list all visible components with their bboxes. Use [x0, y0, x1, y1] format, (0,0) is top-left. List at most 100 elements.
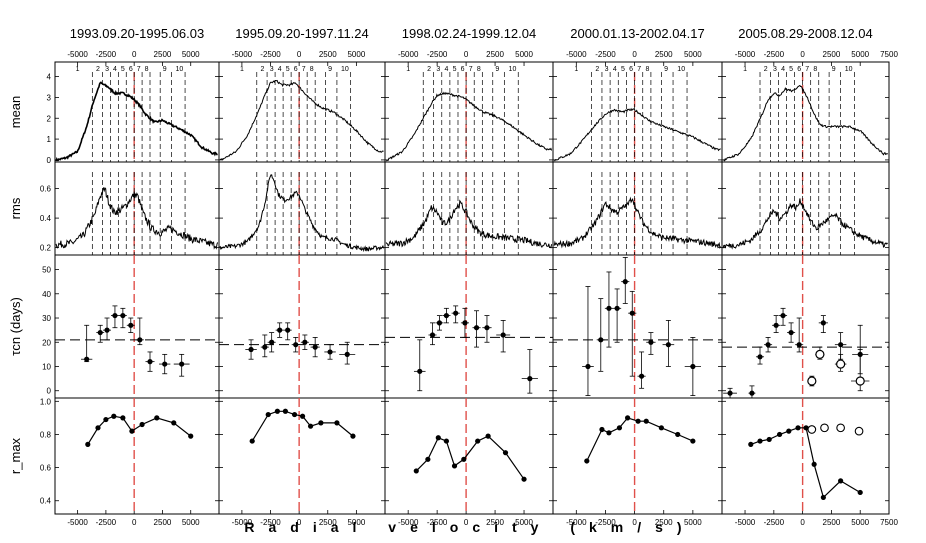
y-tick-label: 20 [42, 338, 51, 347]
panel-title-3: 1998.02.24-1999.12.04 [402, 26, 536, 41]
panel-5-tau [721, 254, 890, 399]
tau-point [417, 368, 423, 374]
top-tick-label: 5000 [182, 50, 200, 59]
tau-point [838, 342, 844, 348]
tau-point [749, 390, 755, 396]
rmax-point [820, 494, 826, 501]
panel-frame [384, 254, 554, 399]
bottom-tick-label: -5000 [398, 518, 419, 527]
tau-open-point [836, 359, 846, 369]
segment-label-3: 3 [436, 66, 440, 73]
rmax-point [435, 435, 441, 441]
rmax-point [616, 425, 623, 431]
segment-label-9: 9 [664, 66, 668, 73]
segment-label-8: 8 [477, 66, 481, 73]
tau-point [429, 332, 436, 338]
tau-point [147, 359, 153, 365]
tau-point [638, 373, 645, 379]
bottom-tick-label: 2500 [486, 518, 504, 527]
tau-point [248, 346, 254, 353]
tau-point [120, 312, 126, 319]
rmax-point [838, 478, 844, 484]
panel-3-tau [384, 254, 554, 399]
rmax-point [599, 426, 605, 433]
panel-2-rmax [218, 397, 386, 515]
segment-label-5: 5 [121, 66, 125, 73]
rmax-point [188, 433, 194, 439]
bottom-tick-label: 5000 [515, 518, 533, 527]
top-tick-label: 2500 [823, 50, 841, 59]
y-label-rmax: r_max [8, 437, 23, 474]
tau-point [527, 376, 533, 382]
panel-frame [54, 397, 220, 515]
rmax-point [776, 431, 783, 438]
panel-frame [54, 254, 220, 399]
bottom-tick-label: -5000 [67, 518, 88, 527]
y-tick-label: 10 [42, 362, 51, 371]
segment-label-9: 9 [163, 66, 167, 73]
mean-spectrum-line [219, 79, 384, 161]
rmax-point [291, 411, 298, 418]
tau-point [302, 339, 308, 345]
rmax-line [415, 435, 525, 480]
tau-point [585, 363, 591, 370]
top-tick-label: 7500 [880, 50, 898, 59]
segment-label-1: 1 [76, 66, 80, 73]
tau-point [690, 363, 696, 370]
top-tick-label: -5000 [67, 50, 88, 59]
panel-frame [218, 61, 386, 163]
segment-label-10: 10 [176, 66, 184, 73]
top-tick-label: -5000 [566, 50, 587, 59]
bottom-tick-label: -2500 [260, 518, 281, 527]
rms-spectrum-line [219, 174, 385, 253]
tau-point [622, 279, 628, 285]
rmax-point [502, 450, 509, 456]
bottom-tick-label: 0 [632, 518, 637, 527]
panel-frame [721, 254, 890, 399]
segment-label-1: 1 [574, 66, 578, 73]
tau-point [137, 337, 143, 343]
segment-label-5: 5 [621, 66, 625, 73]
tau-open-point [807, 376, 817, 386]
rmax-point [748, 441, 754, 447]
bottom-tick-label: 0 [297, 518, 302, 527]
tau-point [112, 312, 118, 319]
segment-label-4: 4 [444, 66, 448, 73]
bottom-tick-label: -2500 [764, 518, 785, 527]
panel-3-mean: 1 2 3 4 5 6 7 8 9 10 [384, 61, 554, 163]
top-tick-label: 5000 [851, 50, 869, 59]
y-tick-label: 40 [42, 290, 51, 299]
top-tick-label: -5000 [232, 50, 253, 59]
rms-spectrum-line [722, 198, 888, 250]
segment-label-8: 8 [145, 66, 149, 73]
panel-2-rms [218, 161, 386, 256]
tau-point [179, 361, 185, 367]
segment-label-1: 1 [240, 66, 244, 73]
bottom-tick-label: 0 [464, 518, 469, 527]
rmax-point [643, 418, 649, 424]
panel-title-5: 2005.08.29-2008.12.04 [738, 26, 872, 41]
rmax-point [451, 463, 458, 469]
y-label-tau: τcn (days) [8, 297, 23, 356]
top-tick-label: -2500 [764, 50, 785, 59]
bottom-tick-label: 2500 [319, 518, 337, 527]
tau-point [598, 337, 604, 343]
segment-label-2: 2 [595, 66, 599, 73]
y-tick-label: 0.6 [40, 464, 52, 473]
y-label-mean: mean [8, 96, 23, 129]
rmax-point [265, 411, 271, 418]
rmax-point [249, 438, 255, 444]
rmax-point [171, 420, 177, 426]
rmax-point [274, 408, 280, 414]
segment-label-6: 6 [461, 66, 465, 73]
segment-label-3: 3 [605, 66, 609, 73]
top-tick-label: -5000 [398, 50, 419, 59]
y-tick-label: 0 [47, 387, 52, 396]
segment-label-8: 8 [645, 66, 649, 73]
rmax-open-point [820, 423, 829, 433]
segment-label-7: 7 [302, 66, 306, 73]
segment-label-6: 6 [629, 66, 633, 73]
y-tick-label: 4 [47, 73, 52, 82]
